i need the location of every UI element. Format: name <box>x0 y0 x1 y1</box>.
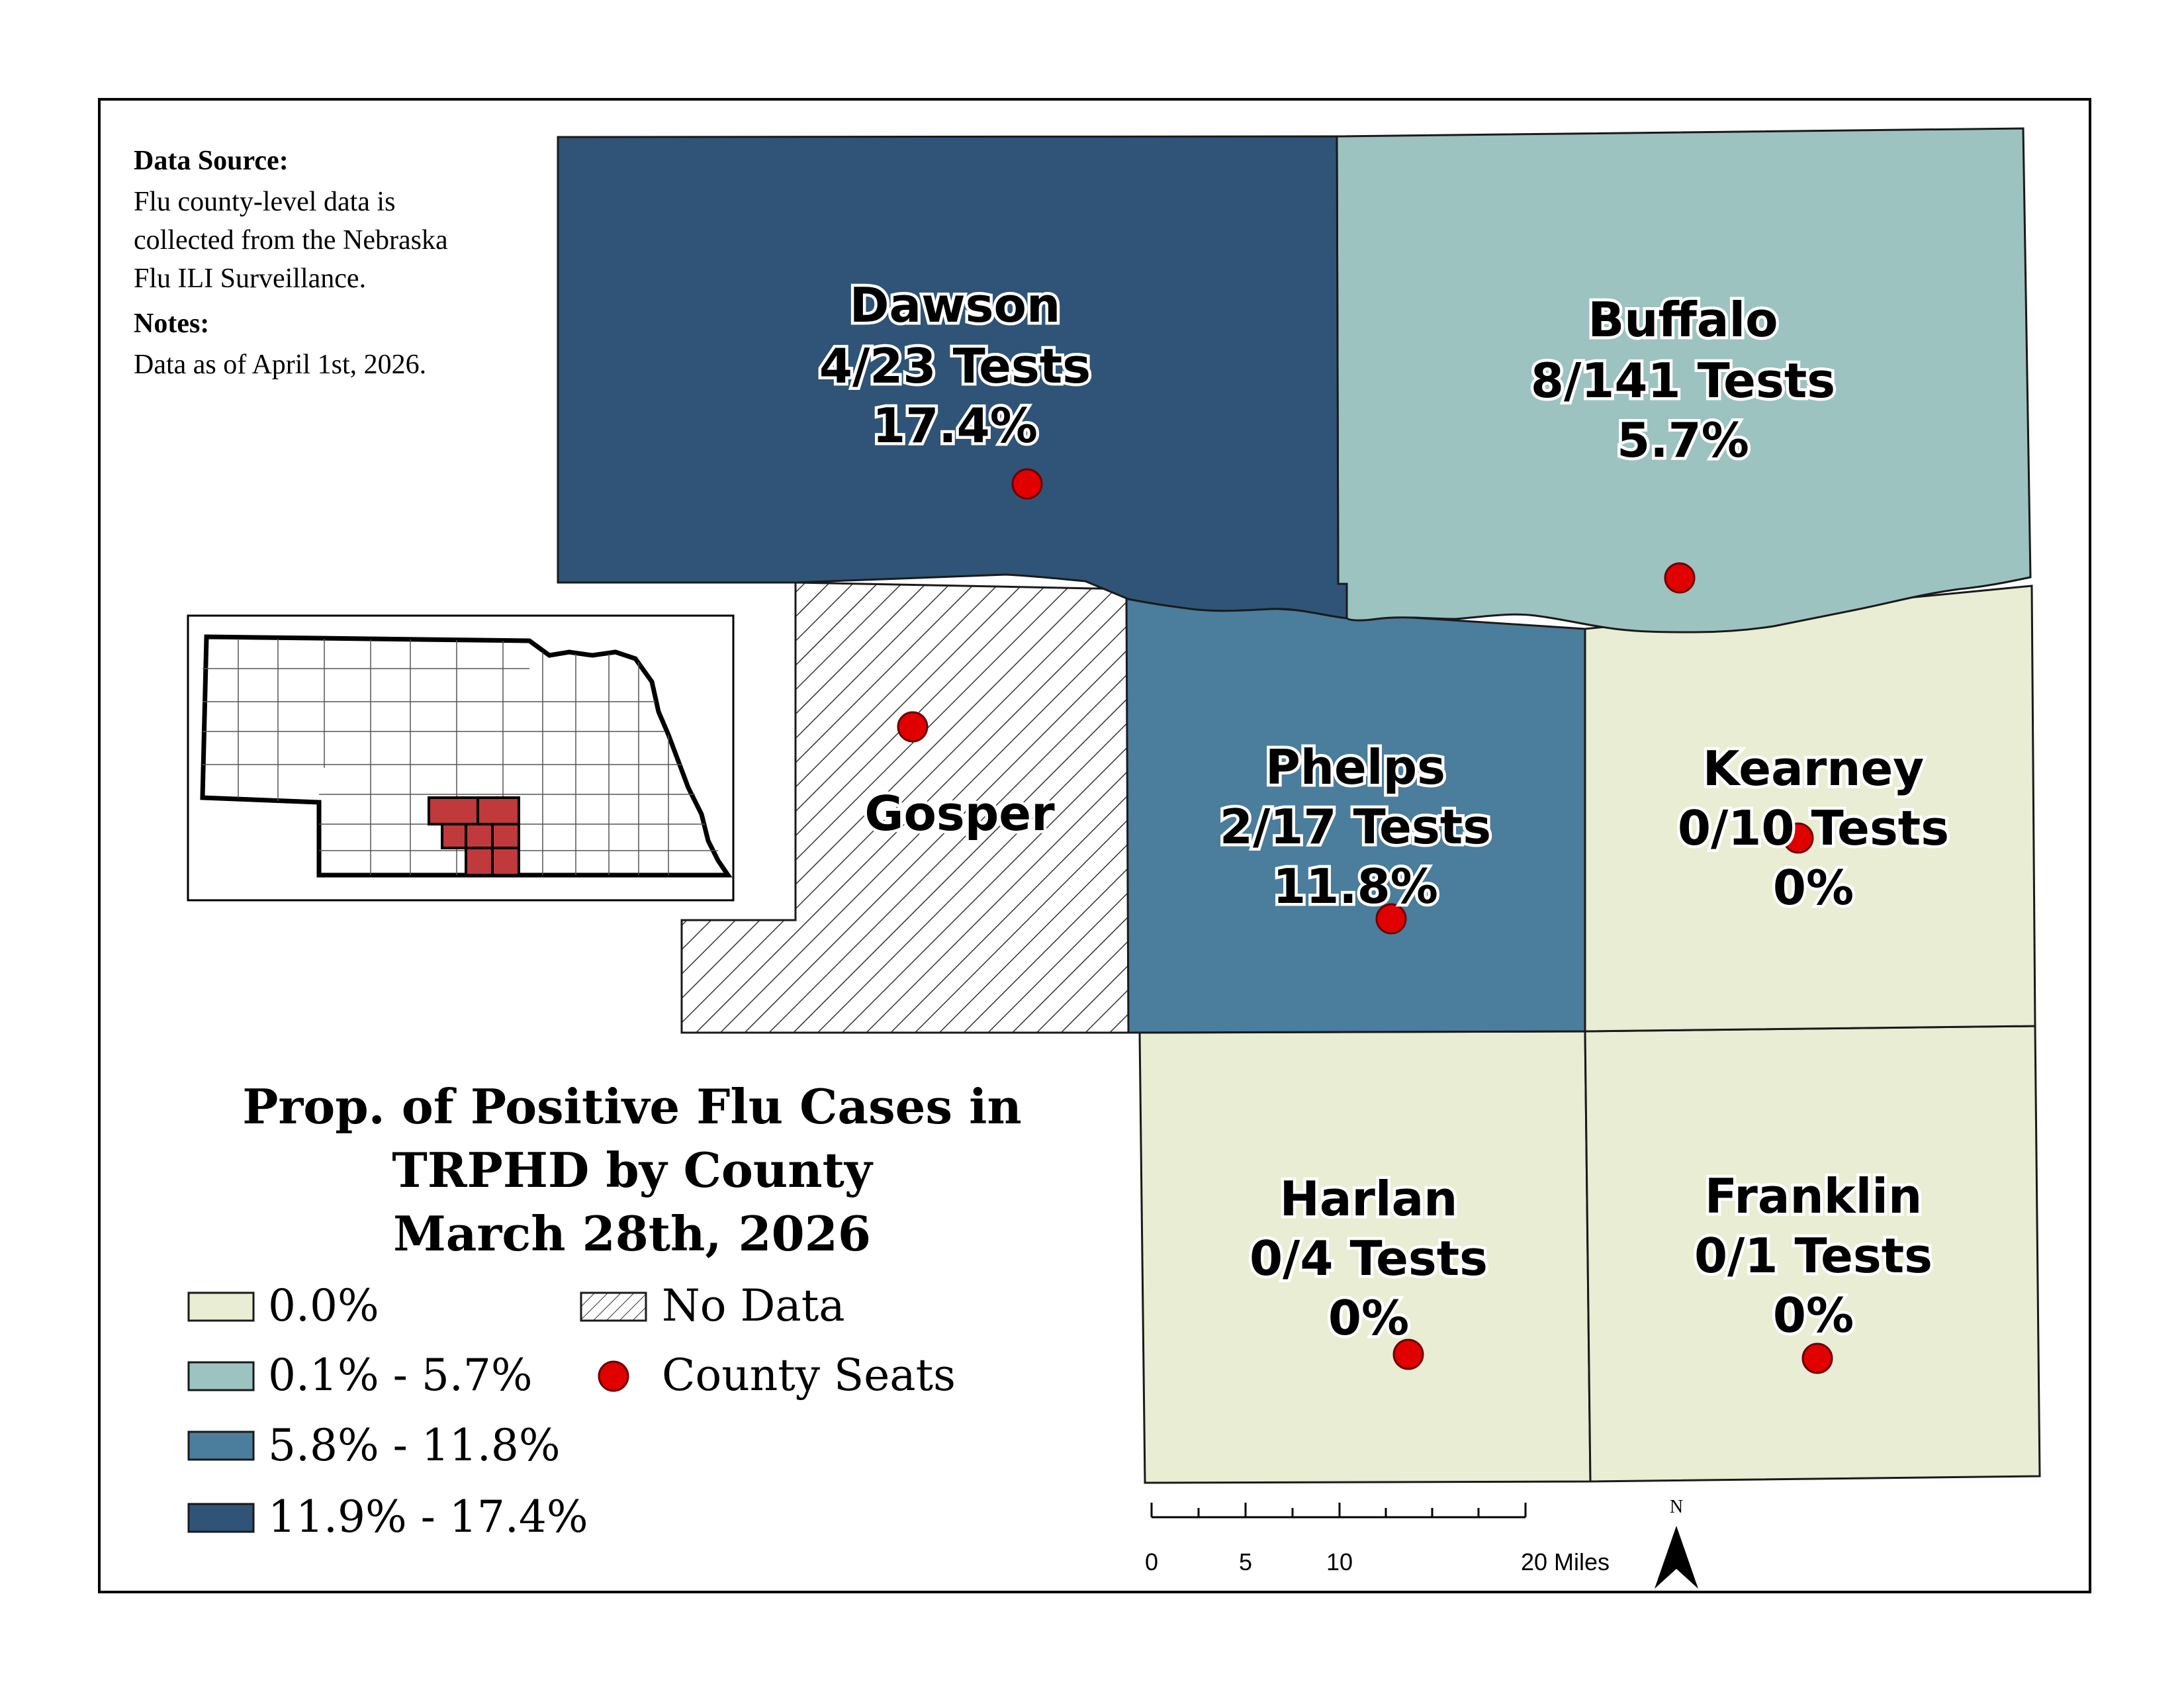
phelps-name: Phelps <box>1265 739 1445 795</box>
legend: 0.0% 0.1% - 5.7% 5.8% - 11.8% 11.9% - 17… <box>187 1280 956 1542</box>
buffalo-tests: 8/141 Tests <box>1531 353 1835 408</box>
data-source-heading: Data Source: <box>134 146 289 176</box>
legend-county-seat-icon <box>598 1360 629 1392</box>
county-seat-buffalo <box>1664 562 1696 594</box>
scale-label-10: 10 <box>1326 1548 1353 1575</box>
scale-label-5: 5 <box>1239 1548 1252 1575</box>
buffalo-percent: 5.7% <box>1617 412 1749 468</box>
dawson-percent: 17.4% <box>872 398 1038 453</box>
data-source-block: Data Source: Flu county-level data is co… <box>134 146 448 380</box>
scale-label-0: 0 <box>1145 1548 1158 1575</box>
nebraska-outline <box>200 634 733 878</box>
north-arrow-icon: N <box>1655 1497 1698 1589</box>
kearney-tests: 0/10 Tests <box>1678 800 1949 856</box>
legend-label-no-data: No Data <box>662 1280 845 1331</box>
notes-text: Data as of April 1st, 2026. <box>134 350 426 380</box>
legend-swatch-3 <box>187 1503 255 1533</box>
legend-swatch-2 <box>187 1430 255 1461</box>
harlan-name: Harlan <box>1280 1171 1458 1227</box>
buffalo-name: Buffalo <box>1588 292 1778 348</box>
franklin-name: Franklin <box>1705 1168 1922 1224</box>
title-line-2: TRPHD by County <box>392 1142 874 1198</box>
north-arrow-label: N <box>1670 1497 1683 1517</box>
title-line-3: March 28th, 2026 <box>393 1205 871 1262</box>
kearney-percent: 0% <box>1773 860 1854 915</box>
legend-swatch-1 <box>187 1361 255 1391</box>
county-seat-dawson <box>1011 468 1043 500</box>
title-line-1: Prop. of Positive Flu Cases in <box>242 1078 1022 1135</box>
legend-swatch-0 <box>187 1291 255 1322</box>
nebraska-inset-map <box>187 614 735 902</box>
dawson-tests: 4/23 Tests <box>819 338 1091 394</box>
county-seat-gosper <box>897 711 929 743</box>
county-seat-harlan <box>1392 1338 1424 1370</box>
map-title: Prop. of Positive Flu Cases in TRPHD by … <box>242 1078 1022 1262</box>
legend-label-2: 5.8% - 11.8% <box>268 1420 561 1471</box>
kearney-name: Kearney <box>1703 741 1924 796</box>
data-source-line-3: Flu ILI Surveillance. <box>134 263 366 294</box>
harlan-tests: 0/4 Tests <box>1250 1231 1488 1286</box>
buffalo-county <box>1336 127 2032 633</box>
legend-label-3: 11.9% - 17.4% <box>268 1491 588 1542</box>
map-frame <box>98 98 2091 1593</box>
legend-label-1: 0.1% - 5.7% <box>268 1350 533 1401</box>
dawson-county <box>557 135 1348 620</box>
scale-bar <box>1150 1503 1527 1519</box>
phelps-percent: 11.8% <box>1273 859 1438 914</box>
county-seat-kearney <box>1782 822 1814 854</box>
county-seat-franklin <box>1801 1342 1833 1374</box>
franklin-tests: 0/1 Tests <box>1694 1228 1933 1284</box>
legend-swatch-no-data <box>580 1291 647 1322</box>
trphd-highlight <box>428 796 520 876</box>
legend-label-0: 0.0% <box>268 1280 379 1331</box>
dawson-name: Dawson <box>850 277 1060 333</box>
gosper-name: Gosper <box>864 786 1055 841</box>
franklin-percent: 0% <box>1773 1288 1854 1343</box>
scale-label-20-miles: 20 Miles <box>1521 1548 1610 1575</box>
phelps-tests: 2/17 Tests <box>1220 799 1491 855</box>
harlan-percent: 0% <box>1328 1290 1409 1346</box>
data-source-line-1: Flu county-level data is <box>134 187 395 217</box>
data-source-line-2: collected from the Nebraska <box>134 225 448 256</box>
county-seat-phelps <box>1375 903 1407 935</box>
notes-heading: Notes: <box>134 308 209 339</box>
legend-label-county-seats: County Seats <box>662 1350 956 1401</box>
